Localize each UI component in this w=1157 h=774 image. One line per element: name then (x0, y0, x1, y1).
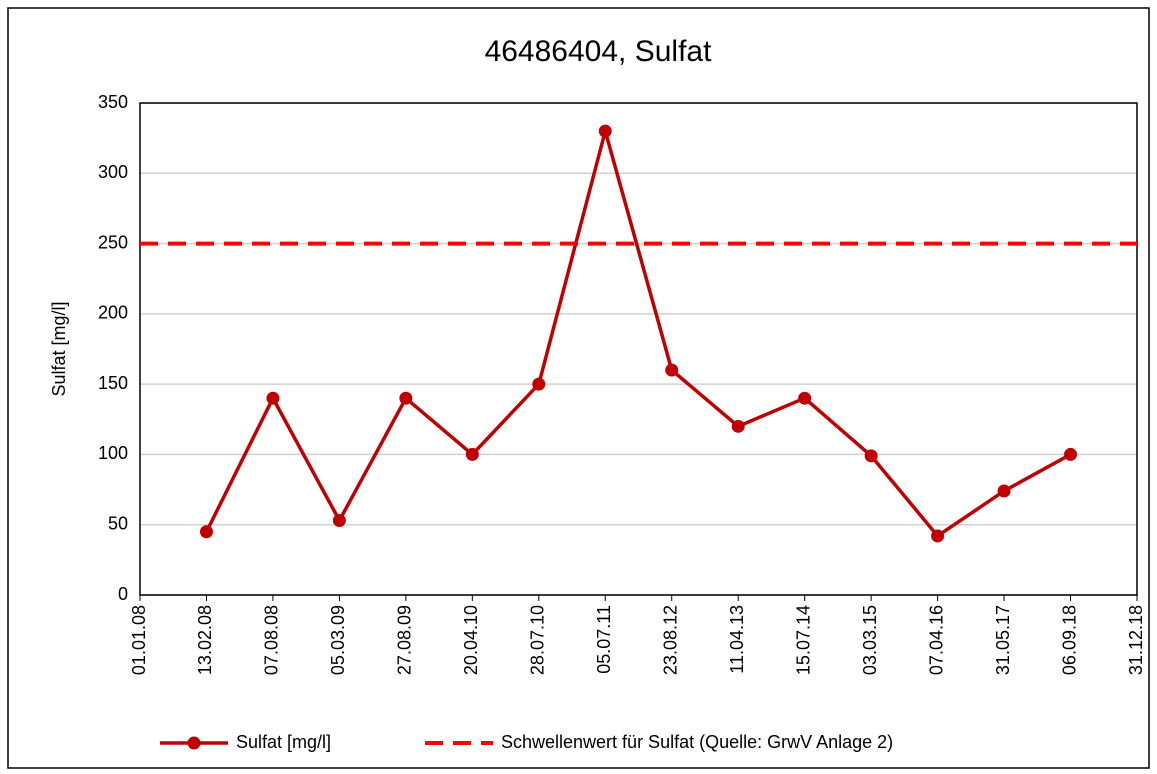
data-point (399, 391, 413, 405)
y-tick-label: 100 (98, 443, 128, 463)
x-tick-label: 31.05.17 (993, 605, 1013, 675)
y-tick-label: 350 (98, 92, 128, 112)
data-point (931, 529, 945, 543)
x-tick-label: 06.09.18 (1059, 605, 1079, 675)
x-tick-label: 20.04.10 (461, 605, 481, 675)
x-tick-label: 07.04.16 (926, 605, 946, 675)
data-point (665, 363, 679, 377)
x-tick-label: 27.08.09 (395, 605, 415, 675)
data-point (199, 525, 213, 539)
legend-marker (187, 736, 201, 750)
x-tick-label: 01.01.08 (129, 605, 149, 675)
x-tick-label: 28.07.10 (528, 605, 548, 675)
y-tick-label: 150 (98, 373, 128, 393)
series-line (204, 124, 1072, 539)
x-tick-label: 05.07.11 (594, 605, 614, 674)
data-point (997, 484, 1011, 498)
y-tick-label: 0 (118, 584, 128, 604)
y-axis-label: Sulfat [mg/l] (49, 301, 69, 396)
data-point (1064, 447, 1078, 461)
data-point (465, 447, 479, 461)
chart-border (7, 7, 1150, 769)
x-tick-label: 15.07.14 (793, 605, 813, 675)
data-point (598, 124, 612, 138)
y-tick-label: 200 (98, 303, 128, 323)
data-point (532, 377, 546, 391)
data-point (864, 449, 878, 463)
data-point (332, 513, 346, 527)
legend-label: Sulfat [mg/l] (236, 732, 331, 752)
legend-label: Schwellenwert für Sulfat (Quelle: GrwV A… (501, 732, 893, 752)
x-tick-label: 23.08.12 (660, 605, 680, 675)
x-tick-label: 13.02.08 (195, 605, 215, 675)
x-tick-label: 07.08.08 (262, 605, 282, 675)
data-point (731, 419, 745, 433)
x-tick-label: 31.12.18 (1126, 605, 1146, 675)
x-tick-label: 11.04.13 (727, 605, 747, 674)
chart-title: 46486404, Sulfat (485, 35, 713, 68)
y-tick-label: 50 (108, 513, 128, 533)
data-point (798, 391, 812, 405)
y-tick-label: 300 (98, 162, 128, 182)
y-tick-label: 250 (98, 232, 128, 252)
x-tick-label: 05.03.09 (328, 605, 348, 675)
data-point (266, 391, 280, 405)
x-tick-label: 03.03.15 (860, 605, 880, 675)
plot-area (139, 102, 1138, 596)
